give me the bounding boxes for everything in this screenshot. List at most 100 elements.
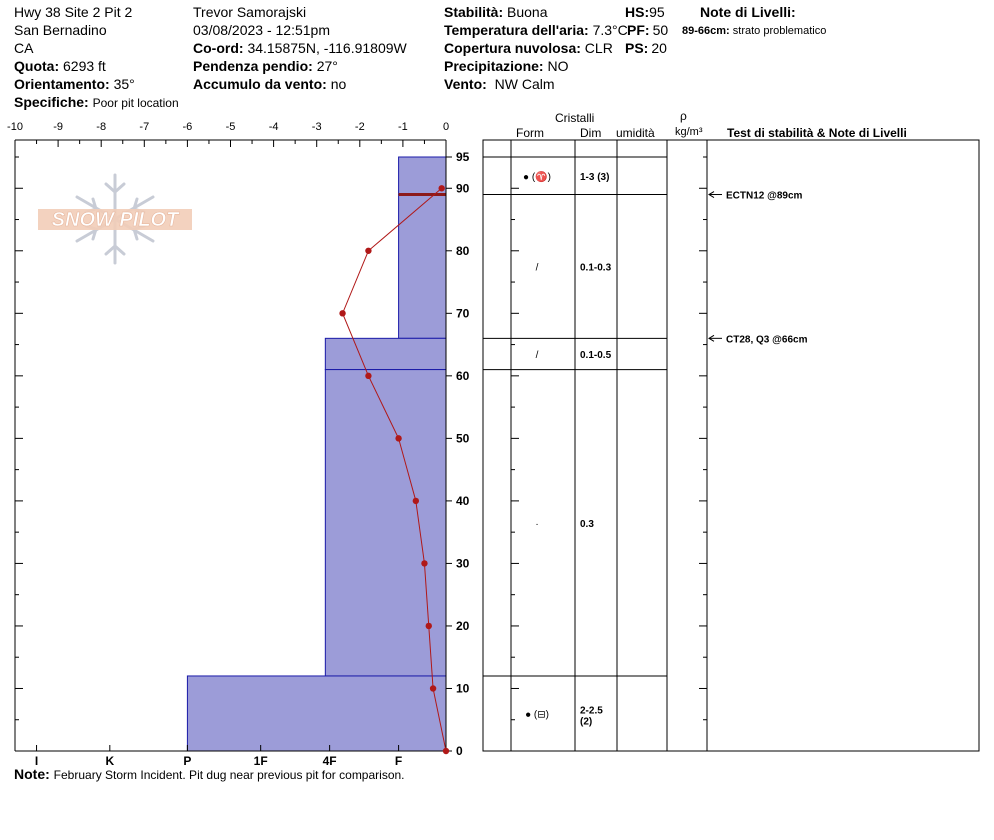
temperature-point: [438, 185, 445, 192]
temperature-point: [365, 372, 372, 380]
temperature-point: [365, 247, 372, 254]
snowpilot-logo: SNOW PILOT: [38, 173, 192, 265]
temp-tick-label: -6: [183, 121, 193, 133]
site-range: San Bernadino: [14, 22, 107, 38]
site-state: CA: [14, 40, 34, 56]
temp-tick-label: -4: [269, 121, 279, 133]
temperature-point: [425, 622, 432, 630]
hardness-layer-bar: [324, 369, 447, 677]
foot-penetration-value: 50: [652, 22, 669, 38]
wind-label: Vento:: [444, 76, 487, 92]
logo-text: SNOW PILOT: [52, 209, 180, 231]
hardness-layer-bar: [398, 156, 447, 196]
footer-note: Note: February Storm Incident. Pit dug n…: [14, 766, 405, 784]
specifics-value: Poor pit location: [92, 96, 179, 110]
temperature-point: [442, 747, 450, 755]
hardness-tick-label: F: [395, 754, 402, 768]
test-arrow-head: [708, 334, 715, 342]
aspect: Orientamento: 35°: [14, 76, 135, 93]
depth-tick-label: 30: [456, 556, 470, 570]
precipitation: Precipitazione: NO: [444, 58, 568, 75]
hardness-tick-label: 1F: [254, 754, 268, 768]
depth-tick-label: 70: [456, 306, 470, 320]
grain-form-symbol: ● (♈): [523, 170, 551, 183]
foot-penetration: PF: 50: [627, 22, 668, 39]
layer-notes-text: strato problematico: [732, 25, 827, 37]
coordinates-value: 34.15875N, -116.91809W: [247, 40, 407, 56]
logo-banner: [38, 209, 192, 230]
grain-form-symbol: ·: [535, 519, 538, 530]
size-header: Dim: [580, 126, 602, 140]
temp-tick-label: -9: [53, 121, 63, 133]
ski-penetration-value: 20: [651, 40, 667, 56]
site-name: Hwy 38 Site 2 Pit 2: [14, 4, 133, 20]
ski-penetration-label: PS:: [625, 40, 649, 56]
air-temp-label: Temperatura dell'aria:: [444, 22, 589, 38]
elevation-label: Quota:: [14, 58, 60, 74]
depth-tick-label: 0: [456, 744, 463, 758]
observer: Trevor Samorajski: [193, 4, 307, 20]
wind-loading-value: no: [330, 76, 347, 92]
density-symbol: ρ: [680, 109, 687, 123]
depth-tick-label: 60: [456, 369, 470, 383]
air-temp-value: 7.3°C: [592, 22, 628, 38]
hardness-layer-bar: [398, 194, 447, 339]
grain-form-symbol: /: [536, 262, 539, 273]
grain-form-symbol: /: [536, 350, 539, 361]
hardness-layer-bar: [186, 675, 447, 752]
precipitation-label: Precipitazione:: [444, 58, 544, 74]
slope: Pendenza pendio: 27°: [193, 58, 338, 75]
snow-height-value: 95: [649, 4, 665, 20]
cloud-cover-value: CLR: [584, 40, 613, 56]
depth-tick-label: 80: [456, 244, 470, 258]
wind-value: NW Calm: [494, 76, 555, 92]
cloud-cover: Copertura nuvolosa: CLR: [444, 40, 613, 57]
temp-tick-label: -7: [139, 121, 149, 133]
stability-test-label: CT28, Q3 @66cm: [726, 334, 808, 345]
density-unit: kg/m³: [675, 126, 703, 138]
grain-size-label: 1-3 (3): [580, 172, 609, 183]
temperature-point: [412, 497, 420, 505]
cloud-cover-label: Copertura nuvolosa:: [444, 40, 581, 56]
hardness-layer-bar: [324, 337, 447, 371]
stability-value: Buona: [507, 4, 548, 20]
form-header: Form: [516, 126, 544, 140]
slope-label: Pendenza pendio:: [193, 58, 313, 74]
depth-tick-label: 90: [456, 181, 470, 195]
grain-size-label: 0.1-0.3: [580, 262, 612, 273]
wetness-header: umidità: [616, 126, 655, 140]
footer-note-label: Note:: [14, 766, 50, 782]
temp-tick-label: -8: [96, 121, 106, 133]
layer-notes-entry: 89-66cm: strato problematico: [682, 23, 826, 40]
footer-note-text: February Storm Incident. Pit dug near pr…: [53, 768, 405, 782]
layer-notes-range: 89-66cm:: [682, 25, 730, 37]
hardness-tick-label: I: [35, 754, 38, 768]
temperature-point: [429, 685, 437, 692]
stability-test-label: ECTN12 @89cm: [726, 191, 803, 202]
specifics: Specifiche: Poor pit location: [14, 94, 179, 112]
foot-penetration-label: PF:: [627, 22, 650, 38]
specifics-label: Specifiche:: [14, 94, 89, 110]
grain-size-label: 2-2.5: [580, 705, 603, 716]
aspect-value: 35°: [113, 76, 135, 92]
datetime: 03/08/2023 - 12:51pm: [193, 22, 330, 38]
wind-loading: Accumulo da vento: no: [193, 76, 346, 93]
temperature-point: [339, 310, 346, 317]
temp-tick-label: 0: [443, 121, 449, 133]
temperature-point: [421, 560, 428, 567]
tests-header: Test di stabilità & Note di Livelli: [727, 126, 907, 140]
elevation-value: 6293 ft: [63, 58, 106, 74]
grain-size-label: 0.1-0.5: [580, 350, 612, 361]
slope-value: 27°: [316, 58, 338, 74]
crystals-header: Cristalli: [555, 111, 595, 125]
ski-penetration: PS: 20: [625, 40, 667, 57]
temperature-profile-line: [342, 187, 447, 752]
snow-height-label: HS:: [625, 4, 650, 20]
grain-size-label: (2): [580, 716, 592, 727]
temp-tick-label: -10: [7, 121, 23, 133]
coordinates: Co-ord: 34.15875N, -116.91809W: [193, 40, 407, 57]
grain-size-label: 0.3: [580, 519, 594, 530]
layer-table-frame: [482, 139, 980, 752]
hardness-tick-label: K: [105, 754, 114, 768]
